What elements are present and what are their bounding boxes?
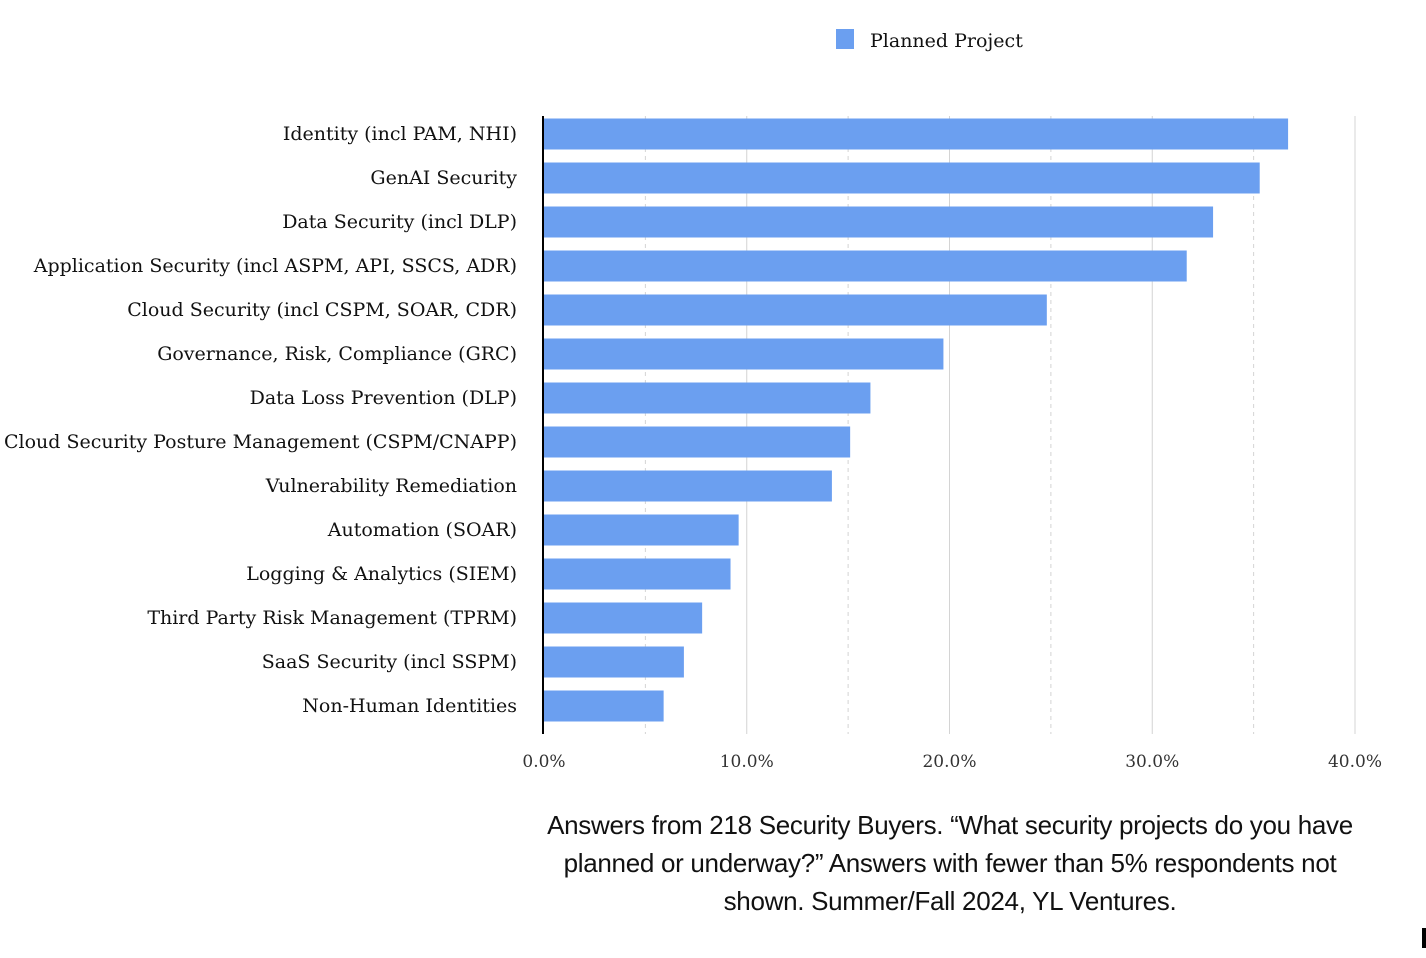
category-label: Cloud Security Posture Management (CSPM/… — [4, 431, 517, 453]
x-tick-label: 0.0% — [522, 752, 565, 772]
bar — [544, 382, 871, 414]
bar — [544, 646, 684, 678]
category-label: Vulnerability Remediation — [265, 475, 517, 497]
chart-legend: Planned Project — [836, 29, 1023, 52]
bar — [544, 250, 1187, 282]
legend-label: Planned Project — [870, 30, 1023, 52]
bar — [544, 118, 1289, 150]
bar — [544, 206, 1214, 238]
category-label: Non-Human Identities — [302, 695, 517, 717]
category-label: Automation (SOAR) — [327, 519, 517, 541]
bar — [544, 294, 1047, 326]
corner-mark — [1422, 928, 1426, 948]
x-tick-label: 10.0% — [720, 752, 774, 772]
category-label: Data Security (incl DLP) — [282, 211, 517, 233]
bar — [544, 470, 832, 502]
bar — [544, 426, 851, 458]
bar — [544, 690, 664, 722]
bar — [544, 602, 703, 634]
category-label: Data Loss Prevention (DLP) — [250, 387, 517, 409]
chart-caption: Answers from 218 Security Buyers. “What … — [547, 810, 1353, 916]
x-axis-tick-labels: 0.0% 10.0% 20.0% 30.0% 40.0% — [522, 752, 1382, 772]
bar — [544, 162, 1260, 194]
category-label: SaaS Security (incl SSPM) — [262, 651, 517, 673]
category-label: Identity (incl PAM, NHI) — [283, 123, 517, 145]
category-label: Cloud Security (incl CSPM, SOAR, CDR) — [127, 299, 517, 321]
legend-swatch — [836, 29, 854, 49]
x-tick-label: 20.0% — [922, 752, 976, 772]
chart-bars — [544, 118, 1289, 722]
category-labels: Identity (incl PAM, NHI) GenAI Security Da… — [4, 123, 517, 717]
category-label: Governance, Risk, Compliance (GRC) — [157, 343, 517, 365]
x-tick-label: 40.0% — [1328, 752, 1382, 772]
category-label: Application Security (incl ASPM, API, SS… — [33, 255, 517, 277]
bar — [544, 558, 731, 590]
bar — [544, 514, 739, 546]
category-label: Logging & Analytics (SIEM) — [246, 563, 517, 585]
category-label: GenAI Security — [370, 167, 517, 189]
category-label: Third Party Risk Management (TPRM) — [147, 607, 517, 629]
x-tick-label: 30.0% — [1125, 752, 1179, 772]
bar — [544, 338, 944, 370]
